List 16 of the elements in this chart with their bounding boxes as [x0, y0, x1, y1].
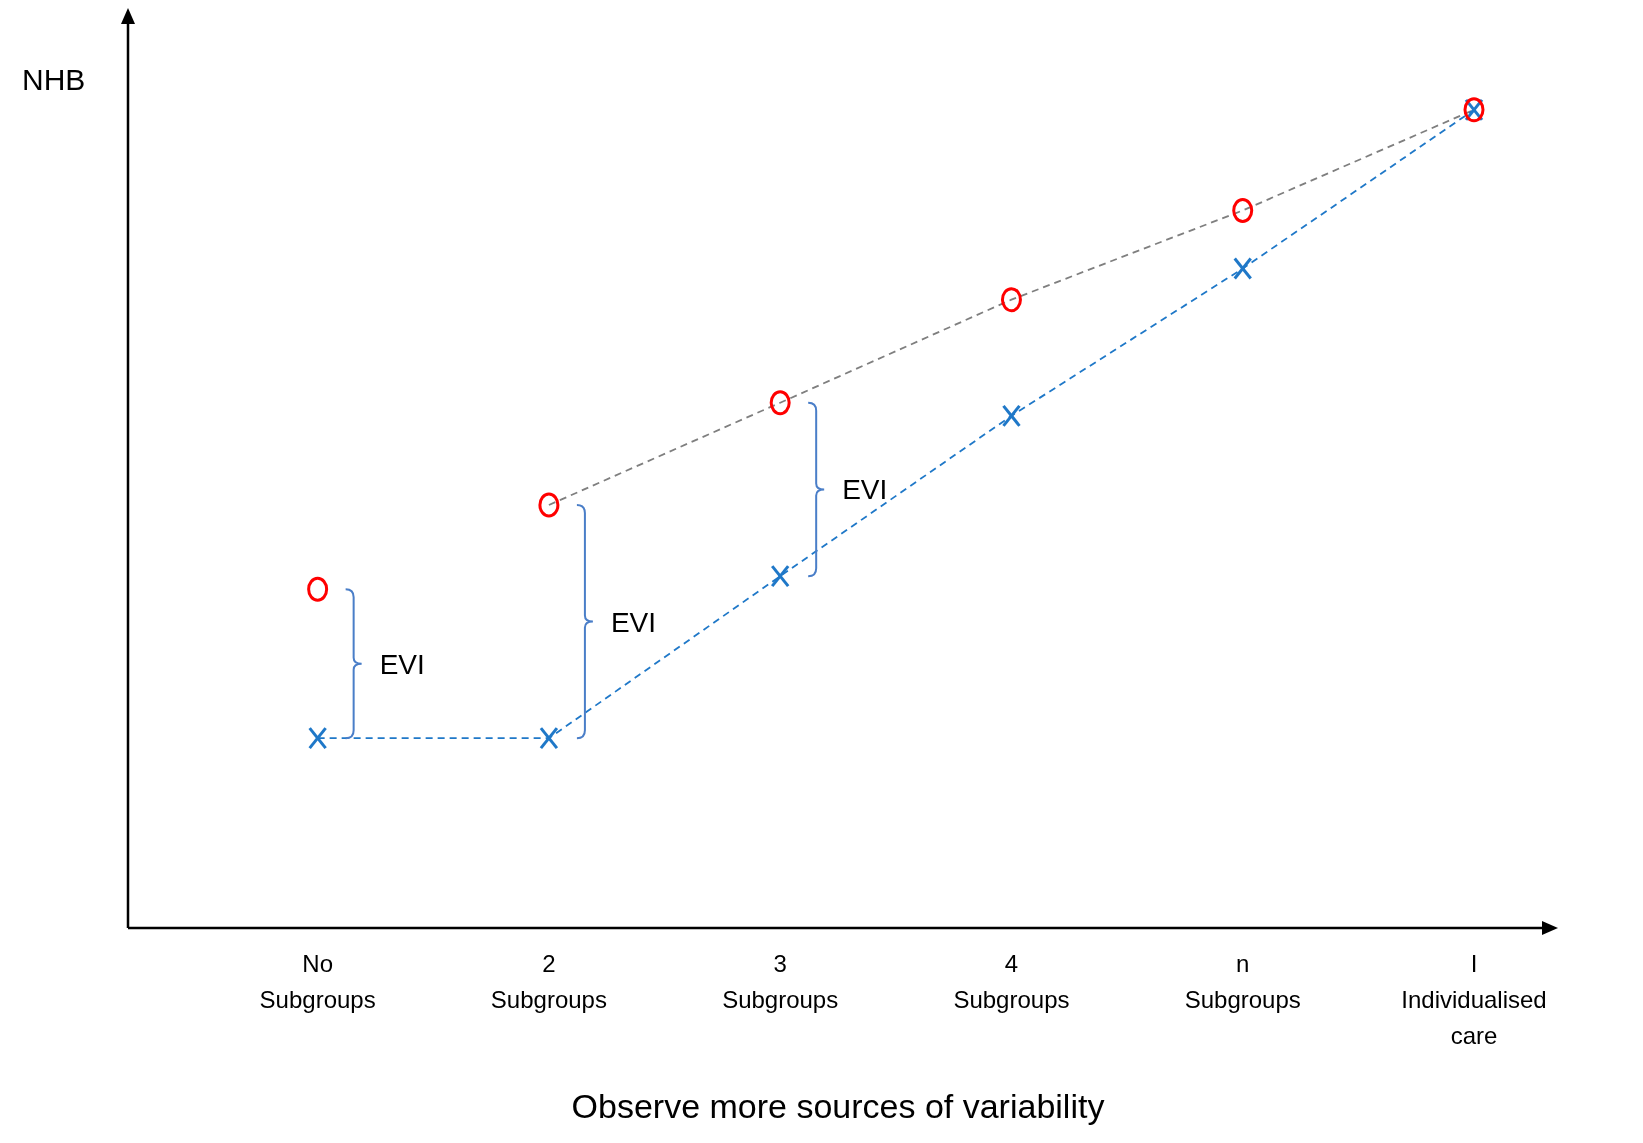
x-tick-label: 2 Subgroups	[490, 950, 607, 1013]
point	[1000, 287, 1022, 313]
point	[769, 390, 791, 416]
x-tick-label: No Subgroups	[259, 950, 376, 1013]
x-tick-label: 4 Subgroups	[953, 950, 1070, 1013]
x-tick-label: I Individualised care	[1401, 950, 1547, 1049]
x-tick-label: n Subgroups	[1184, 950, 1301, 1013]
annotation: EVI	[610, 606, 657, 638]
x-axis-title: Observe more sources of variability	[571, 1087, 1105, 1125]
annotation: EVI	[842, 474, 888, 506]
annotation: EVI	[379, 648, 425, 680]
point	[307, 576, 329, 602]
x-tick-label: 3 Subgroups	[722, 950, 839, 1013]
y-axis-title: NHB	[22, 63, 86, 96]
point	[1232, 197, 1254, 223]
point	[538, 492, 560, 518]
